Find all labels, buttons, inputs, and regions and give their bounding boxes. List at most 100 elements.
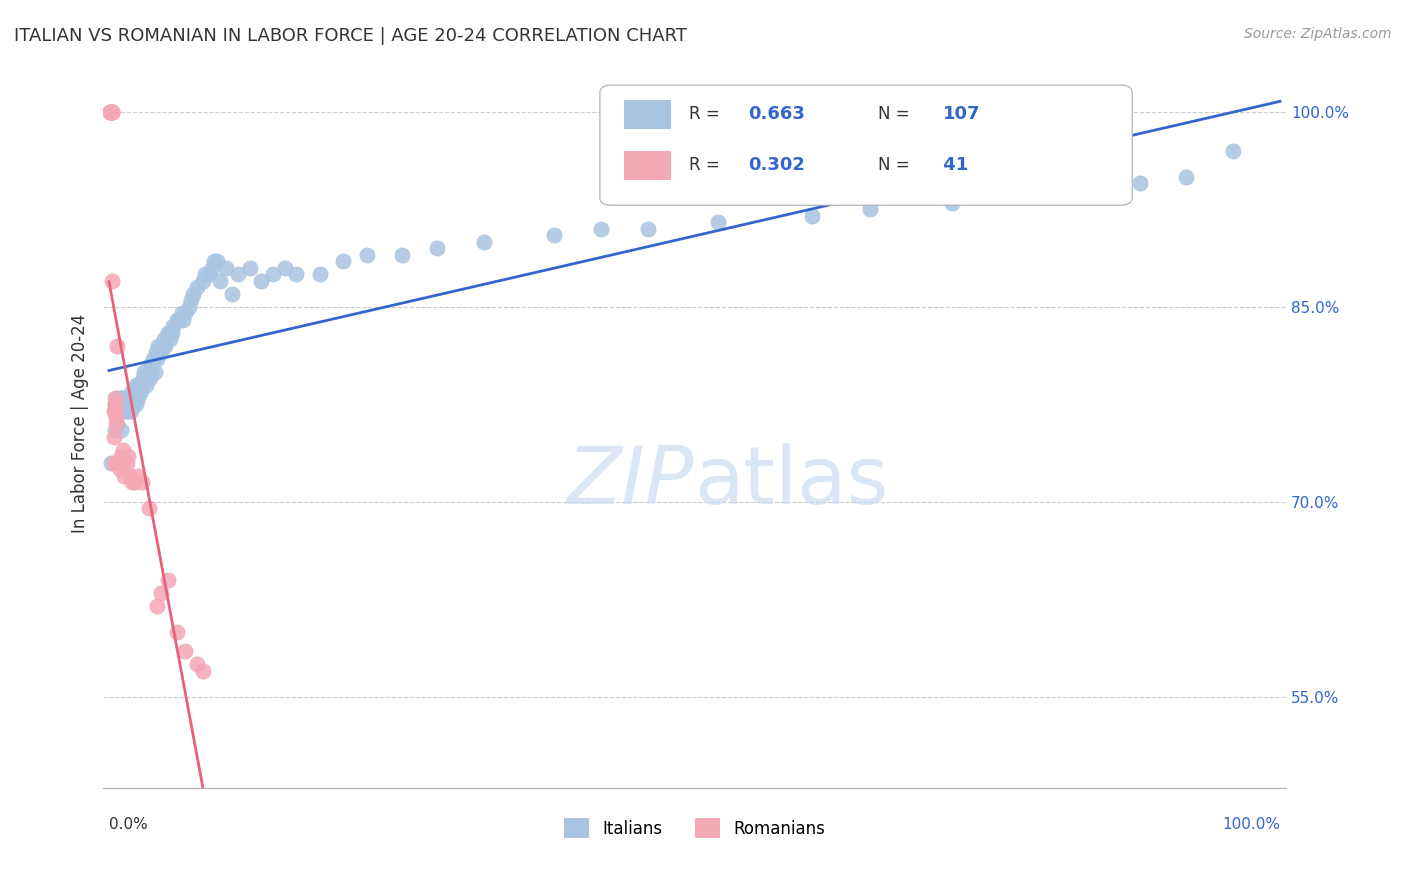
Point (105, 410, 128, 425)
Point (426, 241, 449, 255)
Point (108, 403, 131, 417)
Bar (624, 100, 671, 128)
Point (117, 449, 139, 463)
Point (174, 644, 197, 658)
Text: 0.302: 0.302 (748, 156, 804, 174)
Legend: Italians, Romanians: Italians, Romanians (557, 812, 832, 845)
Point (101, 104, 124, 119)
Point (637, 221, 659, 235)
Point (110, 456, 132, 470)
Point (174, 306, 197, 320)
Point (146, 351, 169, 366)
Point (100, 104, 122, 119)
Point (103, 430, 125, 444)
Point (162, 319, 184, 334)
Point (186, 280, 208, 294)
Point (124, 391, 146, 405)
Point (117, 397, 139, 411)
Text: 0.0%: 0.0% (110, 817, 148, 832)
Point (112, 397, 135, 411)
Text: ITALIAN VS ROMANIAN IN LABOR FORCE | AGE 20-24 CORRELATION CHART: ITALIAN VS ROMANIAN IN LABOR FORCE | AGE… (14, 27, 688, 45)
Point (285, 267, 308, 281)
Point (112, 391, 135, 405)
Point (110, 391, 132, 405)
Point (332, 254, 354, 268)
Point (146, 599, 169, 613)
Point (98, 104, 121, 119)
Point (117, 403, 139, 417)
Point (226, 267, 249, 281)
Point (124, 391, 146, 405)
Point (120, 391, 142, 405)
Point (105, 403, 128, 417)
Point (170, 306, 193, 320)
Point (128, 377, 150, 392)
Point (107, 397, 129, 411)
Point (172, 312, 194, 326)
Y-axis label: In Labor Force | Age 20-24: In Labor Force | Age 20-24 (72, 314, 89, 533)
Point (104, 397, 127, 411)
Point (100, 104, 122, 119)
Point (159, 332, 181, 346)
Point (105, 410, 128, 425)
Point (139, 358, 162, 372)
Point (202, 254, 225, 268)
Point (157, 326, 180, 340)
Point (110, 403, 132, 417)
Point (143, 365, 166, 379)
Point (197, 267, 219, 281)
Point (115, 391, 138, 405)
Point (127, 468, 149, 483)
Point (146, 339, 169, 353)
Point (156, 326, 179, 340)
Text: N =: N = (877, 156, 915, 174)
Point (180, 293, 202, 308)
Point (118, 403, 141, 417)
Point (139, 371, 162, 385)
Point (181, 286, 204, 301)
Point (112, 403, 135, 417)
Point (111, 403, 134, 417)
Point (186, 657, 208, 672)
Point (356, 247, 378, 261)
Point (118, 391, 141, 405)
Point (100, 104, 122, 119)
Text: atlas: atlas (695, 443, 889, 521)
Text: Source: ZipAtlas.com: Source: ZipAtlas.com (1244, 27, 1392, 41)
Point (152, 339, 174, 353)
Text: 100.0%: 100.0% (1222, 817, 1279, 832)
Point (105, 417, 128, 431)
Point (111, 391, 134, 405)
Point (132, 371, 155, 385)
Point (103, 456, 125, 470)
Point (107, 456, 129, 470)
Point (112, 397, 135, 411)
Point (138, 501, 160, 516)
Point (103, 403, 125, 417)
Point (110, 449, 132, 463)
Point (1129, 176, 1152, 190)
Point (121, 391, 143, 405)
Point (120, 397, 142, 411)
Point (139, 365, 162, 379)
Point (153, 332, 176, 346)
Point (472, 235, 495, 249)
Point (149, 586, 172, 600)
Point (134, 365, 156, 379)
Point (104, 423, 127, 437)
Point (105, 339, 128, 353)
Point (859, 202, 882, 216)
Point (104, 397, 127, 411)
Point (145, 345, 167, 359)
Text: N =: N = (877, 105, 915, 123)
Text: R =: R = (689, 156, 724, 174)
Point (131, 475, 153, 490)
Point (120, 397, 142, 411)
Point (120, 468, 142, 483)
Point (101, 104, 124, 119)
Point (800, 209, 823, 223)
Point (114, 403, 136, 417)
Point (127, 391, 149, 405)
Point (100, 456, 122, 470)
Point (707, 215, 730, 229)
